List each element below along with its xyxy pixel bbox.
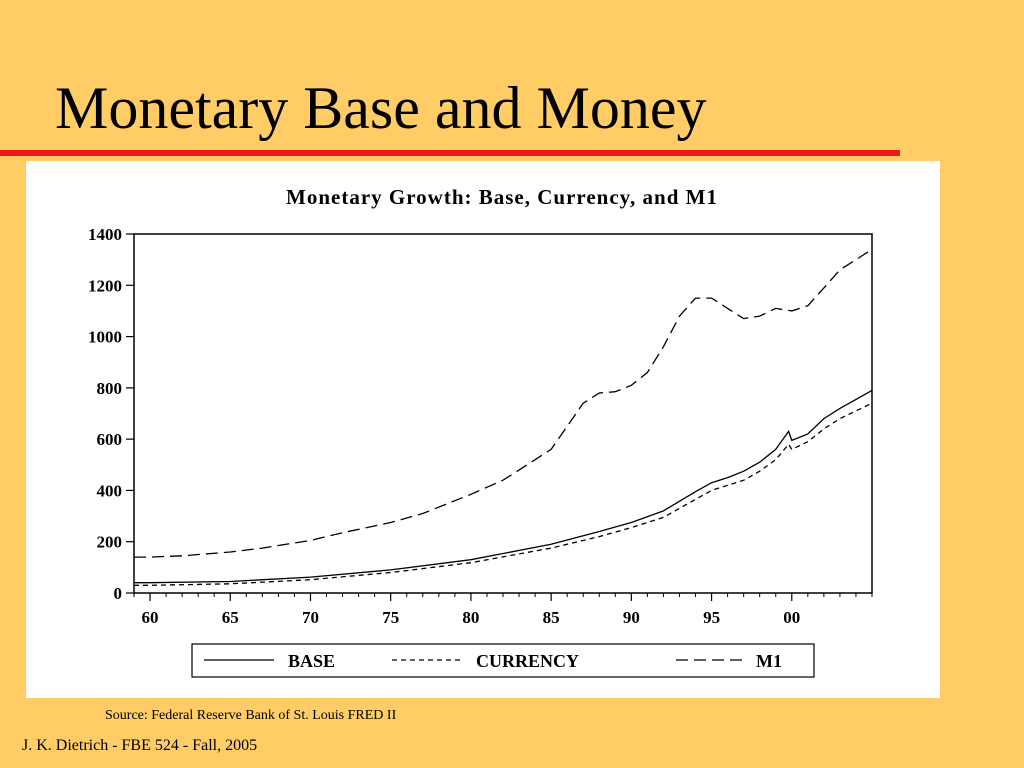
x-tick-label: 80 (462, 608, 479, 627)
series-group (134, 248, 873, 586)
y-tick-label: 1400 (88, 225, 122, 244)
legend: BASE CURRENCY M1 (191, 643, 815, 678)
x-tick-label: 85 (543, 608, 560, 627)
chart-panel: Monetary Growth: Base, Currency, and M1 … (26, 161, 940, 698)
legend-box (191, 643, 815, 678)
y-tick-label: 600 (97, 430, 123, 449)
y-tick-label: 1200 (88, 276, 122, 295)
x-axis: 60 65 70 75 80 85 90 95 00 (133, 593, 873, 627)
y-tick-label: 200 (97, 533, 123, 552)
y-tick-label: 1000 (88, 328, 122, 347)
slide-title: Monetary Base and Money (55, 75, 707, 141)
x-tick-label: 65 (222, 608, 239, 627)
series-line-base (134, 389, 873, 584)
y-tick-label: 0 (114, 584, 123, 603)
y-tick-label: 800 (97, 379, 123, 398)
y-tick-label: 400 (97, 481, 123, 500)
plot-frame (133, 233, 873, 594)
legend-label-base: BASE (288, 651, 335, 671)
legend-label-currency: CURRENCY (476, 651, 579, 671)
chart-title: Monetary Growth: Base, Currency, and M1 (286, 185, 718, 209)
x-tick-label: 90 (623, 608, 640, 627)
series-line-currency (134, 402, 873, 586)
x-tick-label: 60 (142, 608, 159, 627)
line-chart: Monetary Growth: Base, Currency, and M1 … (88, 185, 873, 678)
x-tick-label: 95 (703, 608, 720, 627)
x-tick-label: 70 (302, 608, 319, 627)
footer-text: J. K. Dietrich - FBE 524 - Fall, 2005 (22, 737, 258, 754)
source-note: Source: Federal Reserve Bank of St. Loui… (105, 708, 397, 723)
series-line-m1 (134, 248, 873, 558)
title-rule (0, 150, 900, 156)
legend-label-m1: M1 (756, 651, 782, 671)
x-tick-label: 00 (783, 608, 800, 627)
x-tick-label: 75 (382, 608, 399, 627)
y-axis: 0 200 400 600 800 1000 1200 1400 (88, 225, 134, 603)
